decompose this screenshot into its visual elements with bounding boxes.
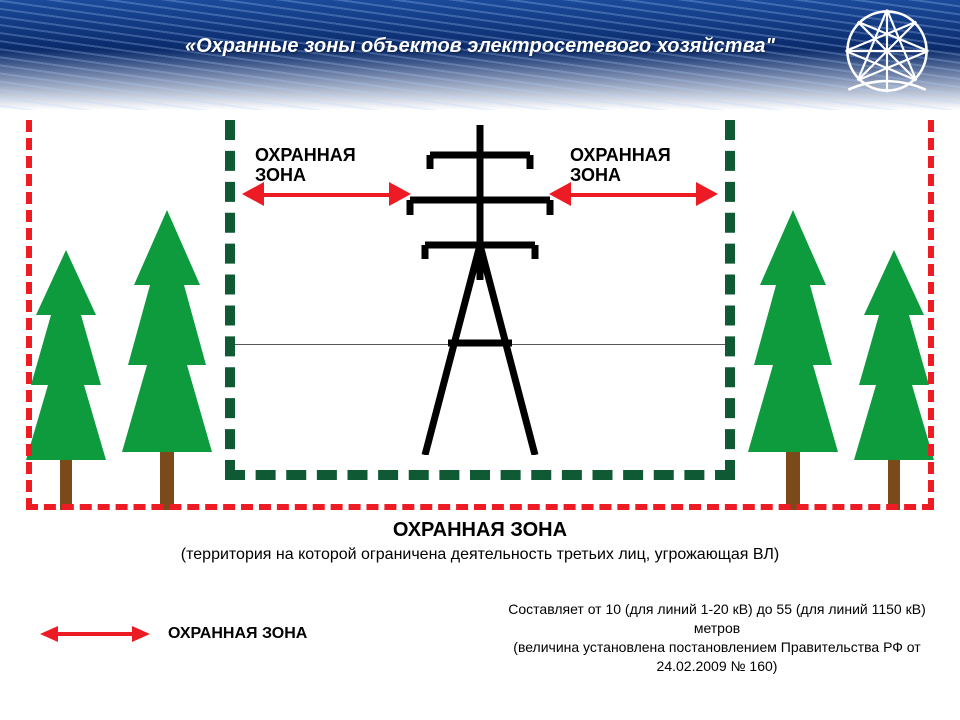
zone-label-left: ОХРАННАЯЗОНА xyxy=(255,146,356,186)
logo-icon xyxy=(844,8,930,94)
footnote-line2: (величина установлена постановлением Пра… xyxy=(502,638,932,676)
tree-pair-right xyxy=(748,210,934,510)
transmission-tower-icon xyxy=(370,125,590,455)
bottom-zone-title: ОХРАННАЯ ЗОНА xyxy=(0,519,960,542)
zone-arrow-left xyxy=(248,190,405,198)
legend: ОХРАННАЯ ЗОНА xyxy=(40,624,307,644)
legend-arrow-icon xyxy=(40,624,150,644)
tree-icon xyxy=(122,210,212,510)
bottom-zone-desc: (территория на которой ограничена деятел… xyxy=(0,546,960,564)
footnote-line1: Составляет от 10 (для линий 1-20 кВ) до … xyxy=(502,600,932,638)
zone-label-right: ОХРАННАЯЗОНА xyxy=(570,146,671,186)
page-title: «Охранные зоны объектов электросетевого … xyxy=(185,35,775,58)
footnote: Составляет от 10 (для линий 1-20 кВ) до … xyxy=(502,600,932,676)
header: «Охранные зоны объектов электросетевого … xyxy=(0,0,960,110)
tree-pair-left xyxy=(26,210,212,510)
diagram-area: ОХРАННАЯЗОНА ОХРАННАЯЗОНА ОХРАННАЯ ЗОНА … xyxy=(0,110,960,720)
tree-icon xyxy=(748,210,838,510)
legend-label: ОХРАННАЯ ЗОНА xyxy=(168,625,307,643)
zone-arrow-right xyxy=(555,190,712,198)
tree-icon xyxy=(26,250,106,510)
tree-icon xyxy=(854,250,934,510)
